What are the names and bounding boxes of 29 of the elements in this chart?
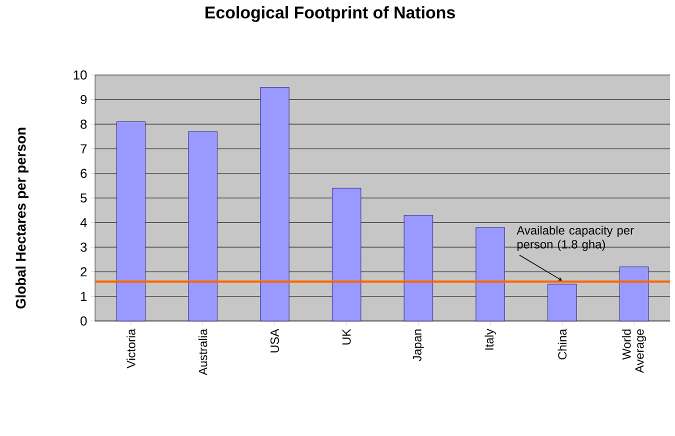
- y-tick-label: 4: [80, 218, 87, 228]
- x-tick-label: Italy: [484, 328, 496, 350]
- bar: [332, 188, 362, 322]
- x-tick-label: Japan: [413, 330, 424, 362]
- x-tick-label: UK: [342, 328, 351, 344]
- x-tick-label: China: [558, 328, 567, 360]
- y-tick-label: 5: [80, 193, 87, 202]
- y-tick-label: 2: [80, 267, 87, 276]
- y-tick-label: 10: [74, 70, 87, 80]
- bar: [404, 215, 434, 322]
- chart-title: Ecological Footprint of Nations: [206, 6, 455, 22]
- x-tick-label: Australia: [198, 328, 208, 376]
- x-tick-label: World Average: [622, 329, 646, 374]
- y-tick-label: 0: [80, 316, 87, 326]
- y-tick-label: 9: [80, 94, 87, 104]
- bar: [188, 131, 218, 322]
- y-tick-label: 8: [80, 120, 87, 129]
- bar: [619, 266, 649, 322]
- bar: [476, 227, 505, 322]
- x-tick-label: USA: [270, 328, 279, 352]
- y-tick-label: 6: [80, 168, 87, 178]
- bar: [116, 122, 146, 322]
- x-tick-label: Victoria: [126, 328, 136, 368]
- bar: [548, 284, 577, 322]
- y-tick-label: 3: [80, 242, 87, 252]
- y-tick-label: 7: [80, 144, 87, 154]
- bar: [260, 87, 290, 322]
- y-tick-label: 1: [81, 292, 87, 301]
- y-axis-title: Global Hectares per person: [16, 128, 29, 308]
